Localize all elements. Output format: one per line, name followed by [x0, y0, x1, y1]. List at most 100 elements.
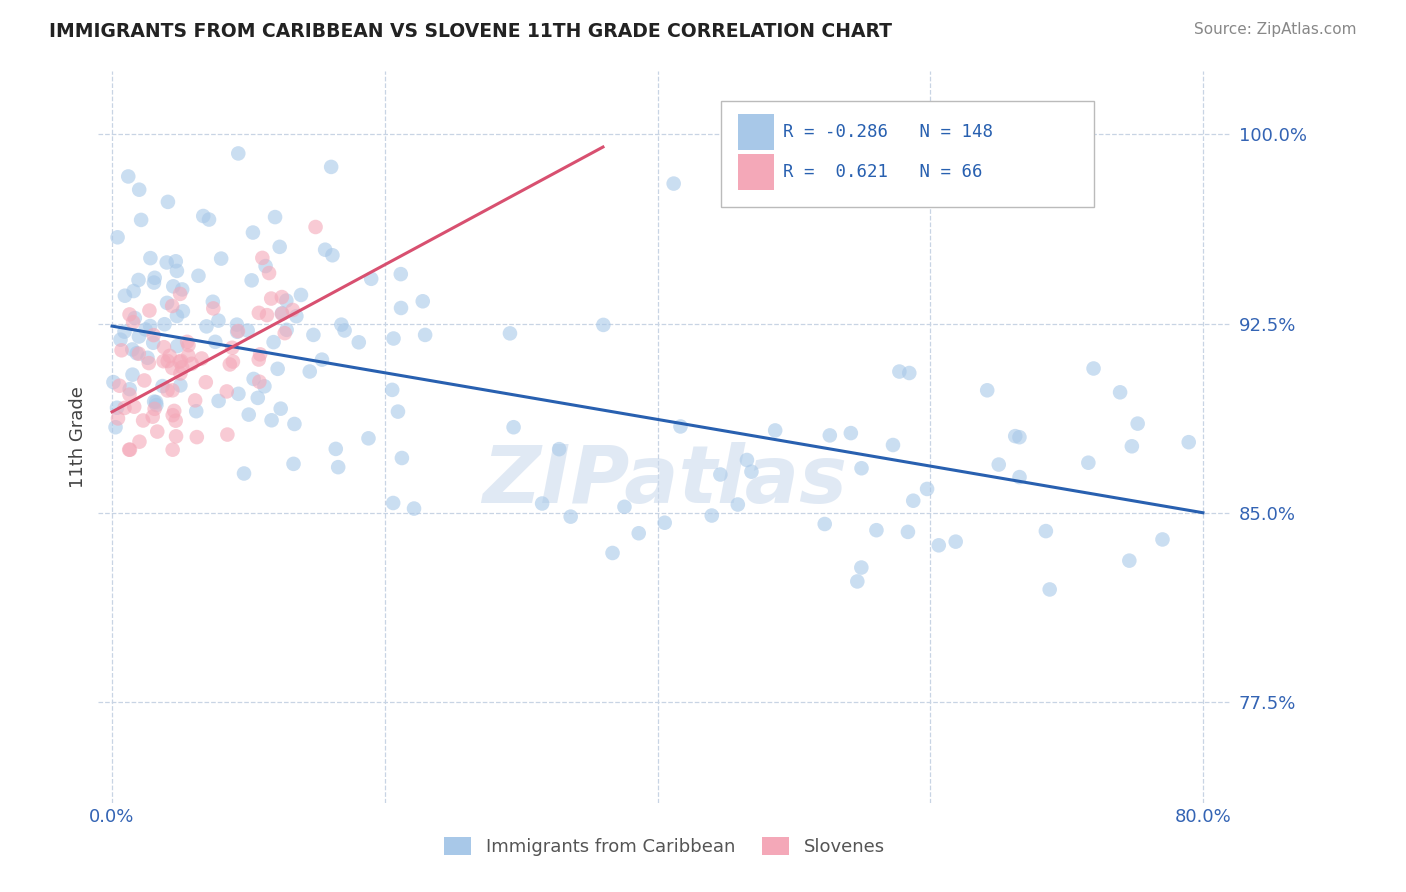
Point: [1008, 470, 1031, 484]
Point: [314, 243, 336, 257]
Point: [142, 328, 165, 343]
Point: [865, 523, 887, 537]
Point: [274, 326, 297, 340]
Point: [128, 347, 150, 361]
Point: [256, 308, 278, 322]
Point: [165, 254, 187, 268]
Point: [330, 318, 353, 332]
Point: [357, 431, 380, 445]
Point: [201, 294, 224, 309]
Point: [502, 420, 524, 434]
Point: [389, 267, 412, 281]
Point: [499, 326, 522, 341]
Point: [204, 334, 226, 349]
Point: [143, 401, 166, 416]
Point: [222, 354, 245, 368]
Point: [276, 323, 298, 337]
Point: [1083, 361, 1105, 376]
Point: [145, 395, 167, 409]
Point: [264, 210, 287, 224]
Point: [107, 230, 129, 244]
Point: [898, 366, 921, 380]
Point: [152, 379, 174, 393]
Point: [146, 425, 169, 439]
Text: ZIPatlas: ZIPatlas: [482, 442, 846, 520]
Point: [945, 534, 967, 549]
Point: [290, 288, 312, 302]
Point: [1039, 582, 1062, 597]
Point: [159, 349, 181, 363]
Text: Source: ZipAtlas.com: Source: ZipAtlas.com: [1194, 22, 1357, 37]
Point: [172, 282, 194, 296]
Point: [105, 401, 128, 415]
Point: [851, 461, 873, 475]
Point: [166, 264, 188, 278]
Point: [257, 266, 280, 280]
Point: [134, 374, 156, 388]
Point: [221, 341, 243, 355]
Point: [186, 430, 208, 444]
Point: [839, 426, 862, 441]
Point: [138, 356, 160, 370]
Point: [328, 460, 350, 475]
Point: [249, 347, 271, 361]
Point: [162, 279, 184, 293]
Point: [177, 349, 200, 363]
Point: [302, 327, 325, 342]
Point: [128, 273, 150, 287]
Point: [283, 417, 305, 431]
Point: [321, 248, 343, 262]
Point: [260, 292, 283, 306]
Point: [304, 219, 326, 234]
Point: [987, 458, 1010, 472]
Point: [169, 378, 191, 392]
Point: [138, 303, 160, 318]
Point: [169, 367, 191, 381]
Point: [136, 351, 159, 365]
Point: [110, 343, 132, 358]
Point: [662, 177, 685, 191]
Point: [122, 400, 145, 414]
Point: [165, 414, 187, 428]
Point: [1126, 417, 1149, 431]
Point: [391, 450, 413, 465]
Point: [186, 404, 208, 418]
Point: [193, 209, 215, 223]
Point: [602, 546, 624, 560]
Point: [240, 273, 263, 287]
Point: [226, 146, 249, 161]
Text: R =  0.621   N = 66: R = 0.621 N = 66: [783, 163, 983, 181]
Point: [381, 383, 404, 397]
Point: [763, 424, 786, 438]
Point: [215, 384, 238, 399]
Point: [818, 428, 841, 442]
Point: [382, 331, 405, 345]
Point: [285, 309, 308, 323]
Point: [814, 516, 837, 531]
Point: [347, 335, 370, 350]
Point: [156, 296, 179, 310]
Point: [727, 498, 749, 512]
Point: [169, 286, 191, 301]
Point: [139, 251, 162, 265]
Point: [187, 268, 209, 283]
Point: [228, 386, 250, 401]
Point: [254, 259, 277, 273]
Point: [198, 212, 221, 227]
Point: [202, 301, 225, 316]
Point: [207, 313, 229, 327]
Point: [166, 309, 188, 323]
Point: [382, 496, 405, 510]
Point: [592, 318, 614, 332]
Point: [128, 183, 150, 197]
Point: [107, 411, 129, 425]
Point: [252, 251, 274, 265]
Point: [627, 526, 650, 541]
Point: [266, 361, 288, 376]
Point: [195, 319, 218, 334]
Point: [271, 306, 294, 320]
Point: [103, 375, 125, 389]
Point: [271, 307, 294, 321]
Point: [143, 394, 166, 409]
Point: [389, 301, 412, 315]
